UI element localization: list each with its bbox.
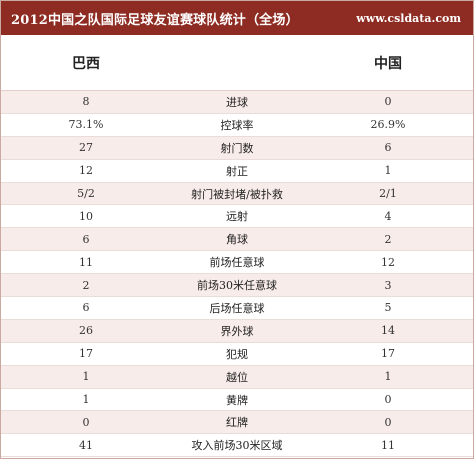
stat-left-value: 2	[82, 278, 90, 292]
stat-left-value: 8	[82, 95, 90, 109]
stat-row: 41 攻入前场30米区域 11	[1, 434, 473, 458]
stat-right-value: 14	[381, 324, 395, 338]
stat-left-value: 1	[82, 370, 90, 384]
stat-row: 8 进球 0	[1, 91, 473, 114]
stat-label: 射门数	[220, 141, 254, 155]
stat-row: 1 黄牌 0	[1, 388, 473, 412]
stat-right-value: 5	[384, 301, 392, 315]
stat-label: 射门被封堵/被扑救	[191, 187, 283, 201]
stat-label: 前场任意球	[209, 256, 265, 270]
table-title: 2012中国之队国际足球友谊赛球队统计（全场）	[11, 12, 299, 28]
stat-row: 73.1% 控球率 26.9%	[1, 113, 473, 137]
stat-right-value: 11	[381, 438, 395, 452]
stat-right-value: 2/1	[379, 187, 397, 200]
stat-left-value: 1	[82, 393, 90, 407]
stat-label: 前场30米任意球	[197, 279, 277, 293]
stat-right-value: 4	[384, 209, 392, 223]
stat-label: 黄牌	[226, 393, 248, 407]
stat-left-value: 41	[79, 438, 93, 452]
stat-label: 远射	[226, 210, 248, 224]
stat-left-value: 6	[82, 301, 90, 315]
stat-label: 攻入前场30米区域	[191, 439, 283, 453]
stat-left-value: 5/2	[77, 187, 95, 200]
stat-left-value: 12	[79, 164, 93, 178]
stat-label: 进球	[226, 95, 248, 109]
stat-row: 17 犯规 17	[1, 342, 473, 366]
stat-row: 5/2 射门被封堵/被扑救 2/1	[1, 182, 473, 206]
stat-left-value: 73.1%	[68, 118, 104, 132]
site-url: www.csldata.com	[356, 11, 461, 25]
stat-row: 10 远射 4	[1, 205, 473, 229]
team-left-name: 巴西	[72, 55, 100, 72]
stat-row: 2 前场30米任意球 3	[1, 274, 473, 298]
stat-label: 射正	[226, 164, 248, 178]
stat-right-value: 3	[384, 278, 392, 292]
stats-rows: 8 进球 0 73.1% 控球率 26.9% 27 射门数 6 12 射正 1 …	[1, 91, 473, 458]
stat-left-value: 0	[82, 415, 90, 429]
team-header: 巴西 中国	[1, 35, 473, 91]
stat-right-value: 0	[384, 95, 392, 109]
stat-left-value: 10	[79, 209, 93, 223]
stat-label: 后场任意球	[209, 301, 265, 315]
stat-right-value: 1	[384, 164, 392, 178]
stat-right-value: 0	[384, 393, 392, 407]
stat-row: 6 角球 2	[1, 228, 473, 252]
stat-label: 越位	[226, 370, 248, 384]
stat-right-value: 1	[384, 370, 392, 384]
stat-row: 27 射门数 6	[1, 136, 473, 160]
stat-row: 1 越位 1	[1, 365, 473, 389]
stat-row: 12 射正 1	[1, 159, 473, 183]
stat-label: 红牌	[226, 416, 248, 430]
stat-left-value: 26	[79, 324, 93, 338]
stat-left-value: 17	[79, 347, 93, 361]
team-right-name: 中国	[374, 55, 402, 72]
stat-right-value: 26.9%	[370, 118, 406, 132]
stat-label: 角球	[226, 233, 248, 247]
stat-row: 11 前场任意球 12	[1, 251, 473, 275]
stat-left-value: 11	[79, 255, 93, 269]
stat-right-value: 12	[381, 255, 395, 269]
stat-right-value: 2	[384, 232, 392, 246]
stat-right-value: 0	[384, 415, 392, 429]
stat-row: 0 红牌 0	[1, 411, 473, 435]
stat-row: 6 后场任意球 5	[1, 297, 473, 320]
stat-label: 界外球	[220, 324, 254, 338]
stat-left-value: 27	[79, 141, 93, 155]
stat-right-value: 6	[384, 141, 392, 155]
stat-label: 犯规	[226, 347, 248, 361]
stat-row: 26 界外球 14	[1, 319, 473, 343]
stat-label: 控球率	[220, 118, 254, 132]
stat-right-value: 17	[381, 347, 395, 361]
stat-left-value: 6	[82, 232, 90, 246]
title-bar: 2012中国之队国际足球友谊赛球队统计（全场） www.csldata.com	[1, 1, 473, 35]
